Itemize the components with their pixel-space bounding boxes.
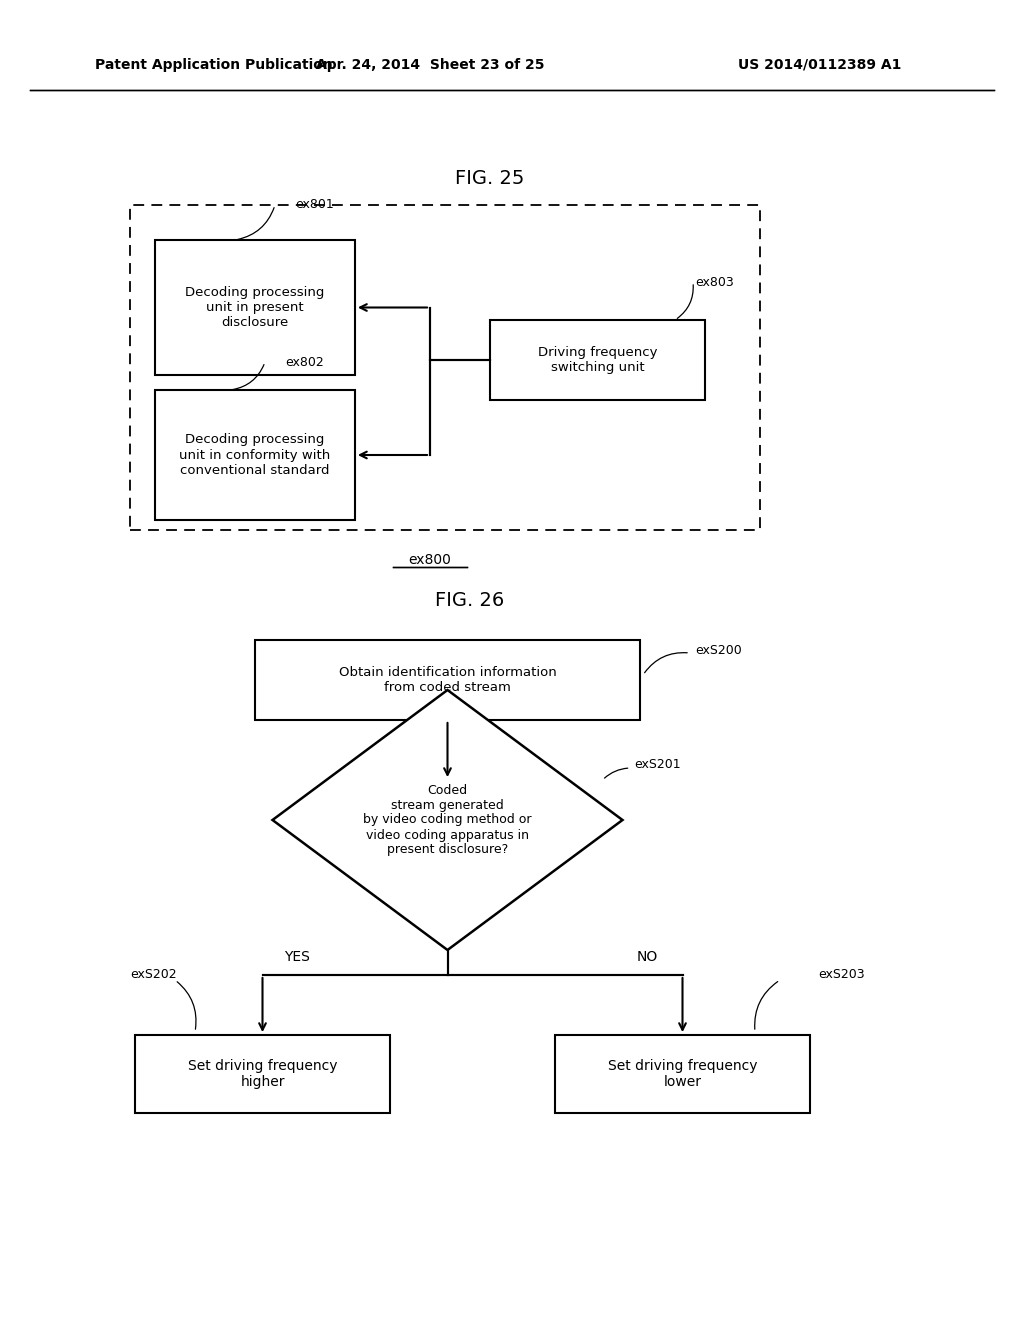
Text: exS202: exS202 — [130, 969, 176, 982]
Text: Set driving frequency
lower: Set driving frequency lower — [608, 1059, 758, 1089]
Text: FIG. 26: FIG. 26 — [435, 590, 505, 610]
Bar — [555, 1035, 810, 1113]
Text: Decoding processing
unit in present
disclosure: Decoding processing unit in present disc… — [185, 286, 325, 329]
Text: exS201: exS201 — [635, 759, 681, 771]
Bar — [155, 240, 355, 375]
Polygon shape — [272, 690, 623, 950]
Text: NO: NO — [637, 950, 658, 964]
Bar — [130, 205, 760, 531]
Text: Apr. 24, 2014  Sheet 23 of 25: Apr. 24, 2014 Sheet 23 of 25 — [315, 58, 544, 73]
Bar — [135, 1035, 390, 1113]
Text: Obtain identification information
from coded stream: Obtain identification information from c… — [339, 667, 556, 694]
Text: Decoding processing
unit in conformity with
conventional standard: Decoding processing unit in conformity w… — [179, 433, 331, 477]
Text: Patent Application Publication: Patent Application Publication — [95, 58, 333, 73]
Bar — [255, 640, 640, 719]
Text: Set driving frequency
higher: Set driving frequency higher — [187, 1059, 337, 1089]
Bar — [490, 319, 705, 400]
Text: exS200: exS200 — [695, 644, 741, 656]
Text: FIG. 25: FIG. 25 — [456, 169, 524, 187]
Text: ex802: ex802 — [285, 355, 324, 368]
Text: ex801: ex801 — [295, 198, 334, 211]
Text: exS203: exS203 — [818, 969, 864, 982]
Text: US 2014/0112389 A1: US 2014/0112389 A1 — [738, 58, 902, 73]
Text: ex800: ex800 — [409, 553, 452, 568]
Text: ex803: ex803 — [695, 276, 734, 289]
Text: Coded
stream generated
by video coding method or
video coding apparatus in
prese: Coded stream generated by video coding m… — [364, 784, 531, 857]
Text: YES: YES — [285, 950, 310, 964]
Text: Driving frequency
switching unit: Driving frequency switching unit — [538, 346, 657, 374]
Bar — [155, 389, 355, 520]
